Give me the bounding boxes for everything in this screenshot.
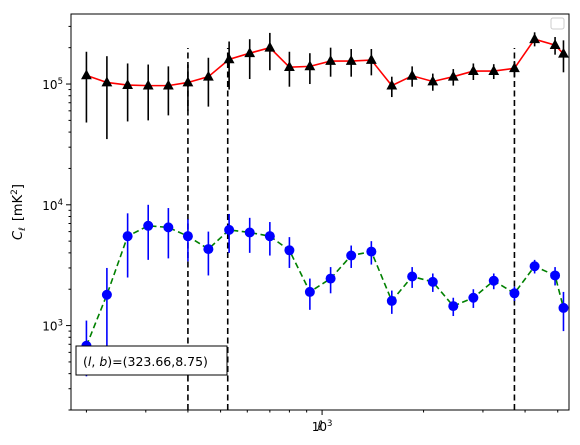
- data-point-circle: [529, 261, 540, 272]
- data-point-circle: [264, 231, 275, 242]
- data-point-circle: [325, 273, 336, 284]
- data-point-triangle: [558, 47, 569, 58]
- series-1: [81, 32, 569, 140]
- data-point-triangle: [162, 79, 174, 90]
- data-point-triangle: [284, 61, 295, 72]
- data-point-circle: [407, 271, 418, 282]
- data-point-triangle: [122, 79, 134, 89]
- y-axis-title-units-close: ]: [11, 184, 26, 189]
- data-point-triangle: [427, 75, 439, 86]
- x-tick-label: 103: [312, 419, 333, 434]
- annotation-text: (l, b)=(323.66,8.75): [83, 354, 208, 369]
- y-tick-label-base: 10: [42, 199, 57, 213]
- data-point-triangle: [467, 65, 479, 75]
- x-tick-label-exponent: 3: [327, 419, 332, 429]
- data-point-circle: [143, 220, 154, 231]
- y-tick-label: 104: [42, 198, 63, 213]
- data-point-circle: [203, 244, 214, 255]
- y-axis-title-units: [mK: [11, 194, 26, 221]
- data-point-circle: [448, 301, 459, 312]
- data-point-triangle: [406, 69, 418, 80]
- data-point-triangle: [101, 76, 113, 87]
- data-point-circle: [427, 276, 438, 287]
- y-tick-label-exponent: 4: [58, 198, 63, 208]
- data-point-circle: [509, 288, 520, 299]
- y-tick-label-base: 10: [42, 78, 57, 92]
- axis-ticks: [66, 25, 559, 415]
- data-point-circle: [163, 222, 174, 233]
- x-tick-label-base: 10: [312, 420, 327, 434]
- coordinate-annotation: (l, b)=(323.66,8.75): [75, 345, 228, 376]
- series-line: [85, 224, 565, 347]
- data-point-triangle: [509, 62, 520, 73]
- data-point-circle: [304, 286, 315, 297]
- data-point-circle: [468, 292, 479, 303]
- x-axis-title: ℓ: [316, 419, 322, 434]
- data-point-circle: [224, 224, 235, 235]
- data-point-circle: [122, 231, 133, 242]
- data-point-circle: [284, 245, 295, 256]
- data-point-triangle: [386, 79, 398, 90]
- y-tick-label: 105: [42, 77, 63, 92]
- data-point-circle: [386, 295, 397, 306]
- data-point-circle: [366, 246, 377, 257]
- y-tick-label-exponent: 5: [58, 77, 63, 87]
- data-point-triangle: [529, 33, 541, 44]
- y-tick-label-exponent: 3: [58, 319, 63, 329]
- data-point-triangle: [447, 70, 459, 81]
- vertical-reference-lines: [187, 48, 516, 410]
- y-axis-title: Cℓ [mK2]: [10, 184, 28, 240]
- data-point-triangle: [549, 39, 561, 50]
- data-point-triangle: [345, 55, 357, 65]
- data-point-triangle: [264, 41, 276, 52]
- annotation-box: [75, 345, 228, 376]
- data-point-circle: [182, 231, 193, 242]
- series-line: [86, 38, 565, 87]
- y-tick-label-base: 10: [42, 320, 57, 334]
- data-point-triangle: [182, 76, 194, 87]
- data-point-triangle: [304, 60, 316, 71]
- data-point-triangle: [81, 69, 92, 80]
- data-point-triangle: [365, 54, 377, 64]
- data-point-circle: [488, 275, 499, 286]
- series-2: [81, 204, 569, 377]
- data-series-layer: [81, 32, 569, 377]
- data-point-circle: [558, 302, 569, 313]
- data-point-circle: [244, 227, 255, 238]
- y-axis-title-subscript: ℓ: [18, 227, 28, 232]
- y-axis-title-symbol: C: [11, 230, 26, 240]
- y-tick-label: 103: [42, 319, 63, 334]
- data-point-triangle: [244, 47, 256, 58]
- data-point-triangle: [202, 70, 214, 81]
- data-point-circle: [101, 289, 112, 300]
- y-axis-title-units-exp: 2: [10, 189, 20, 195]
- data-point-circle: [346, 250, 357, 261]
- data-point-triangle: [142, 79, 154, 90]
- data-point-triangle: [325, 55, 337, 65]
- plot-area-frame: [70, 13, 570, 411]
- data-point-triangle: [488, 65, 500, 75]
- data-point-triangle: [223, 53, 235, 64]
- legend-box: [550, 17, 565, 30]
- data-point-circle: [550, 270, 561, 281]
